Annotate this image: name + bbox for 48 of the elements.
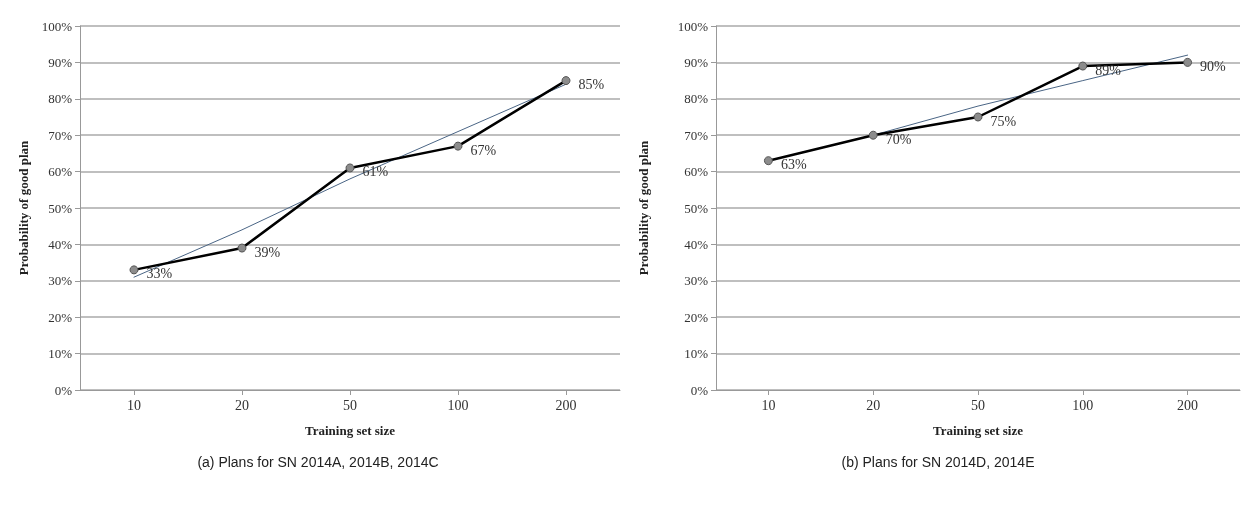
x-tick-label: 100 [447,397,469,413]
data-label: 39% [254,244,281,260]
x-tick-label: 100 [1072,397,1094,413]
y-tick-label: 30% [48,273,73,289]
x-tick-label: 10 [761,397,776,413]
y-axis-title: Probability of good plan [636,139,651,276]
x-tick-label: 20 [235,397,249,413]
y-tick-label: 0% [54,382,73,398]
x-axis-title: Training set size [304,423,396,438]
y-tick-label: 50% [684,200,709,216]
y-tick-label: 80% [48,91,73,107]
y-tick-label: 40% [48,236,73,252]
data-label: 67% [470,142,497,158]
x-tick-label: 200 [1177,397,1199,413]
data-label: 85% [578,77,605,93]
data-label: 89% [1095,62,1122,78]
y-tick-label: 0% [690,382,709,398]
y-tick-label: 20% [684,309,709,325]
data-label: 63% [780,157,807,173]
y-tick-label: 60% [48,164,73,180]
y-tick-label: 100% [677,18,709,34]
text: (b) Plans for SN 2014D, 2014E [841,454,1035,470]
data-label: 33% [146,266,173,282]
y-tick-label: 100% [41,18,73,34]
y-tick-label: 50% [48,200,73,216]
y-tick-label: 10% [684,346,709,362]
y-tick-label: 40% [684,236,709,252]
x-tick-label: 50 [971,397,985,413]
x-tick-label: 200 [555,397,577,413]
data-label: 75% [990,113,1017,129]
y-tick-label: 70% [48,127,73,143]
y-tick-label: 60% [684,164,709,180]
data-label: 90% [1200,58,1227,74]
y-tick-label: 10% [48,346,73,362]
y-tick-label: 70% [684,127,709,143]
x-tick-label: 20 [866,397,881,413]
x-tick-label: 10 [127,397,141,413]
y-tick-label: 80% [684,91,709,107]
x-tick-label: 50 [343,397,357,413]
y-axis-title: Probability of good plan [16,139,31,276]
x-axis-title: Training set size [932,423,1024,438]
y-tick-label: 90% [684,54,709,70]
y-tick-label: 20% [48,309,73,325]
text: (a) Plans for SN 2014A, 2014B, 2014C [197,454,439,470]
y-tick-label: 30% [684,273,709,289]
data-label: 61% [362,164,389,180]
y-tick-label: 90% [48,54,73,70]
data-label: 70% [885,131,912,147]
